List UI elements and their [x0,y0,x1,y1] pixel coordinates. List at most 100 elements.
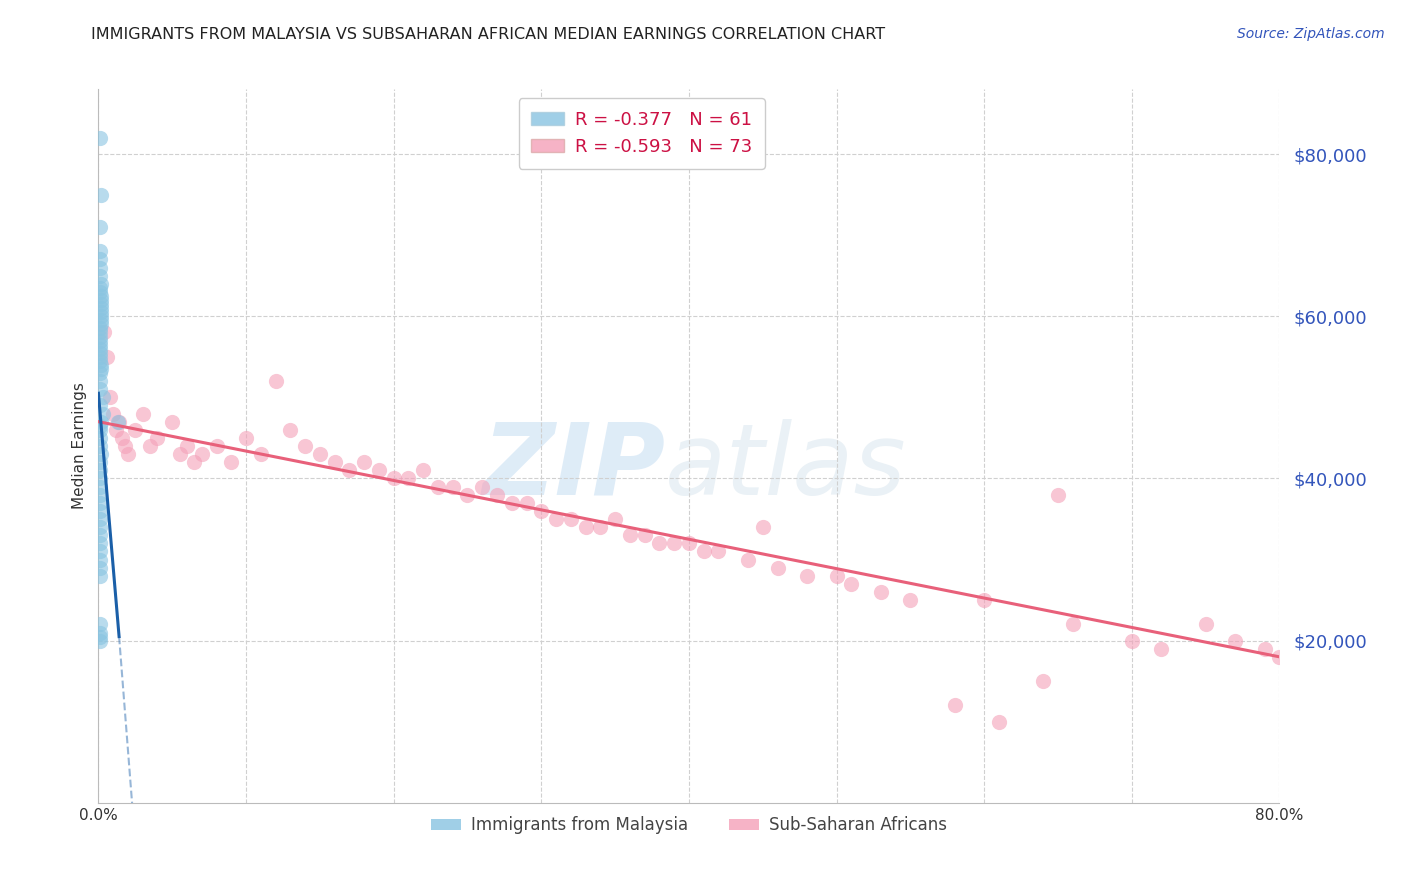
Point [89,334,111,348]
Point [707,544,730,558]
Legend: Immigrants from Malaysia, Sub-Saharan Africans: Immigrants from Malaysia, Sub-Saharan Af… [420,806,957,845]
Point [89,520,111,534]
Point [90,318,112,332]
Point [294,439,316,453]
Point [988,714,1011,729]
Point [353,455,375,469]
Point [693,544,716,558]
Point [89,528,111,542]
Point [98,390,121,404]
Point [124,423,146,437]
Point [471,479,494,493]
Point [89,281,111,295]
Point [89,418,111,433]
Point [91,407,114,421]
Point [91,390,114,404]
Point [90,310,112,324]
Point [176,439,198,453]
Point [90,277,112,291]
Point [427,479,450,493]
Point [117,447,139,461]
Text: ZIP: ZIP [482,419,665,516]
Point [752,520,775,534]
Point [457,488,479,502]
Point [93,326,115,340]
Point [516,496,538,510]
Point [89,220,111,235]
Point [89,131,111,145]
Point [309,447,332,461]
Point [90,289,112,303]
Text: IMMIGRANTS FROM MALAYSIA VS SUBSAHARAN AFRICAN MEDIAN EARNINGS CORRELATION CHART: IMMIGRANTS FROM MALAYSIA VS SUBSAHARAN A… [91,27,886,42]
Point [89,479,111,493]
Point [146,431,169,445]
Point [900,593,922,607]
Point [90,297,112,311]
Text: atlas: atlas [665,419,907,516]
Point [89,244,111,259]
Point [530,504,553,518]
Point [221,455,243,469]
Point [1225,633,1247,648]
Point [89,633,111,648]
Point [89,285,111,299]
Point [664,536,686,550]
Point [89,354,111,368]
Y-axis label: Median Earnings: Median Earnings [72,383,87,509]
Point [89,431,111,445]
Point [89,471,111,485]
Point [89,382,111,396]
Point [107,415,129,429]
Point [841,577,863,591]
Point [105,423,128,437]
Point [89,337,111,351]
Point [89,544,111,558]
Point [90,415,112,429]
Point [486,488,509,502]
Point [89,568,111,582]
Point [250,447,273,461]
Point [89,374,111,388]
Text: Source: ZipAtlas.com: Source: ZipAtlas.com [1237,27,1385,41]
Point [89,423,111,437]
Point [575,520,598,534]
Point [546,512,568,526]
Point [162,415,183,429]
Point [796,568,818,582]
Point [1032,674,1054,689]
Point [943,698,966,713]
Point [90,313,112,327]
Point [90,447,112,461]
Point [1195,617,1218,632]
Point [89,326,111,340]
Point [368,463,391,477]
Point [205,439,228,453]
Point [589,520,612,534]
Point [89,350,111,364]
Point [96,350,118,364]
Point [108,415,131,429]
Point [89,630,111,644]
Point [605,512,627,526]
Point [235,431,257,445]
Point [648,536,671,550]
Point [90,187,112,202]
Point [825,568,848,582]
Point [89,260,111,275]
Point [89,342,111,356]
Point [323,455,346,469]
Point [501,496,523,510]
Point [264,374,287,388]
Point [114,439,136,453]
Point [870,585,893,599]
Point [1254,641,1277,656]
Point [441,479,464,493]
Point [737,552,759,566]
Point [89,504,111,518]
Point [89,252,111,267]
Point [89,439,111,453]
Point [1046,488,1070,502]
Point [89,560,111,574]
Point [191,447,214,461]
Point [89,321,111,335]
